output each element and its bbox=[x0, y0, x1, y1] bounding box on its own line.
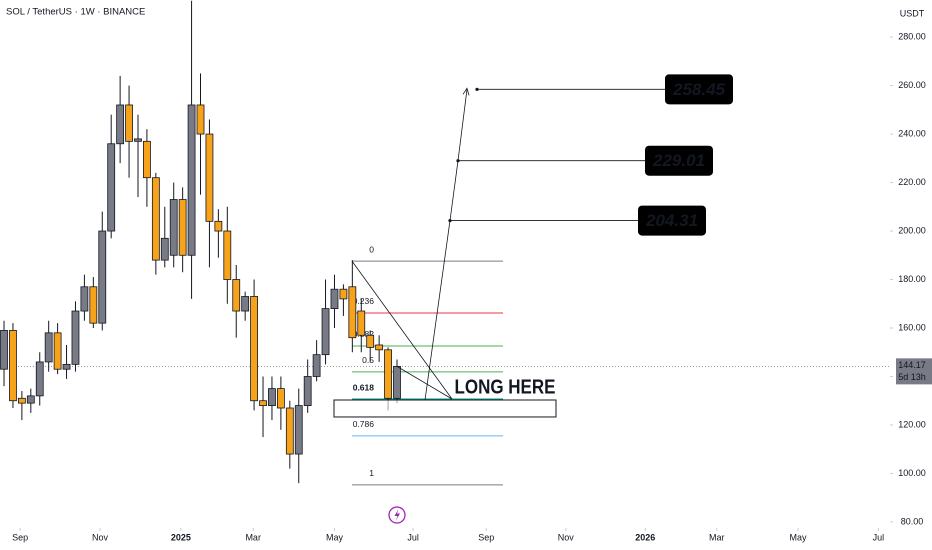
candle-body bbox=[35, 361, 44, 397]
candle-body bbox=[241, 296, 250, 312]
x-tick-label: Mar bbox=[709, 532, 725, 542]
icon-ring bbox=[388, 506, 406, 524]
target-box bbox=[665, 74, 733, 105]
candle-body bbox=[214, 220, 223, 232]
candle-body bbox=[276, 388, 285, 409]
candle-body bbox=[268, 388, 276, 406]
fib-label: 0.786 bbox=[353, 419, 375, 429]
candle-body bbox=[178, 199, 187, 256]
target-label: 204.31 bbox=[645, 211, 698, 230]
candle-body bbox=[393, 365, 401, 399]
y-tick-label: 220.00 bbox=[898, 177, 926, 187]
x-tick-label: Nov bbox=[92, 532, 109, 542]
projection-path bbox=[424, 89, 468, 401]
target-label: 229.01 bbox=[652, 151, 705, 170]
candle-body bbox=[125, 104, 133, 142]
candle-body bbox=[151, 177, 160, 261]
candle-body bbox=[187, 104, 196, 256]
candle-body bbox=[375, 344, 384, 351]
arrow-head bbox=[462, 87, 470, 96]
candle-body bbox=[285, 407, 294, 455]
y-tick-label: 180.00 bbox=[898, 274, 926, 284]
candle-body bbox=[89, 286, 98, 324]
x-tick-label: Jul bbox=[873, 532, 885, 542]
fib-label: 1 bbox=[369, 468, 374, 478]
candle-body bbox=[321, 308, 330, 356]
countdown-label: 5d 13h bbox=[898, 372, 926, 382]
candle-body bbox=[250, 296, 258, 402]
long-zone bbox=[333, 399, 557, 418]
y-tick-label: 240.00 bbox=[898, 128, 926, 138]
candle-body bbox=[357, 310, 366, 336]
fib-label: 0.236 bbox=[353, 296, 375, 306]
candle-body bbox=[339, 288, 348, 300]
candle-body bbox=[98, 230, 107, 324]
x-tick-label: 2025 bbox=[171, 532, 191, 542]
x-tick-label: Sep bbox=[478, 532, 494, 542]
candle-body bbox=[196, 104, 205, 135]
x-tick-label: May bbox=[326, 532, 344, 542]
candle-body bbox=[303, 376, 312, 406]
lightning-icon[interactable] bbox=[388, 506, 406, 524]
candle-body bbox=[9, 330, 17, 402]
chart-title: SOL / TetherUS · 1W · BINANCE bbox=[6, 7, 145, 18]
long-label: LONG HERE bbox=[455, 375, 556, 398]
candle-body bbox=[116, 104, 125, 145]
last-price-label: 144.17 bbox=[898, 360, 926, 370]
candle-body bbox=[71, 310, 80, 365]
y-tick-label: 120.00 bbox=[898, 419, 926, 429]
candle-body bbox=[348, 286, 357, 339]
candle-body bbox=[330, 288, 339, 310]
candle-body bbox=[223, 230, 232, 280]
icon-bolt bbox=[394, 509, 400, 521]
x-tick-label: May bbox=[790, 532, 808, 542]
target-box bbox=[638, 205, 706, 236]
candle-body bbox=[107, 143, 116, 232]
candle-body bbox=[384, 349, 392, 399]
y-tick-label: 280.00 bbox=[898, 31, 926, 41]
triangle-pattern bbox=[351, 260, 453, 400]
candle-body bbox=[134, 138, 142, 142]
candle-body bbox=[53, 332, 62, 370]
fib-label: 0.618 bbox=[353, 382, 375, 392]
candle-body bbox=[205, 133, 214, 222]
y-tick-label: 200.00 bbox=[898, 225, 926, 235]
candle-body bbox=[366, 334, 375, 348]
x-tick-label: Nov bbox=[558, 532, 575, 542]
candle-body bbox=[44, 332, 53, 363]
y-tick-label: 80.00 bbox=[901, 516, 924, 526]
candle-body bbox=[312, 354, 321, 377]
candle-body bbox=[259, 400, 267, 406]
candle-body bbox=[17, 397, 26, 404]
y-axis-label: USDT bbox=[900, 8, 925, 18]
candle-body bbox=[232, 279, 241, 312]
candle-body bbox=[294, 405, 303, 455]
target-box bbox=[645, 145, 713, 176]
y-tick-label: 260.00 bbox=[898, 80, 926, 90]
candle-body bbox=[169, 199, 178, 256]
last-price-tag bbox=[896, 358, 932, 385]
candle-body bbox=[80, 286, 89, 312]
x-tick-label: Sep bbox=[12, 532, 28, 542]
fib-label: 0.5 bbox=[362, 355, 374, 365]
candle-body bbox=[26, 395, 35, 404]
candle-body bbox=[62, 363, 71, 370]
x-tick-label: Mar bbox=[245, 532, 261, 542]
target-label: 258.45 bbox=[672, 80, 726, 99]
x-tick-label: Jul bbox=[407, 532, 419, 542]
candle-body bbox=[143, 140, 151, 179]
x-tick-label: 2026 bbox=[635, 532, 655, 542]
candle-body bbox=[0, 330, 8, 370]
y-tick-label: 100.00 bbox=[898, 468, 926, 478]
fib-label: 0 bbox=[369, 244, 374, 254]
candle-body bbox=[160, 237, 169, 261]
y-tick-label: 160.00 bbox=[898, 322, 926, 332]
